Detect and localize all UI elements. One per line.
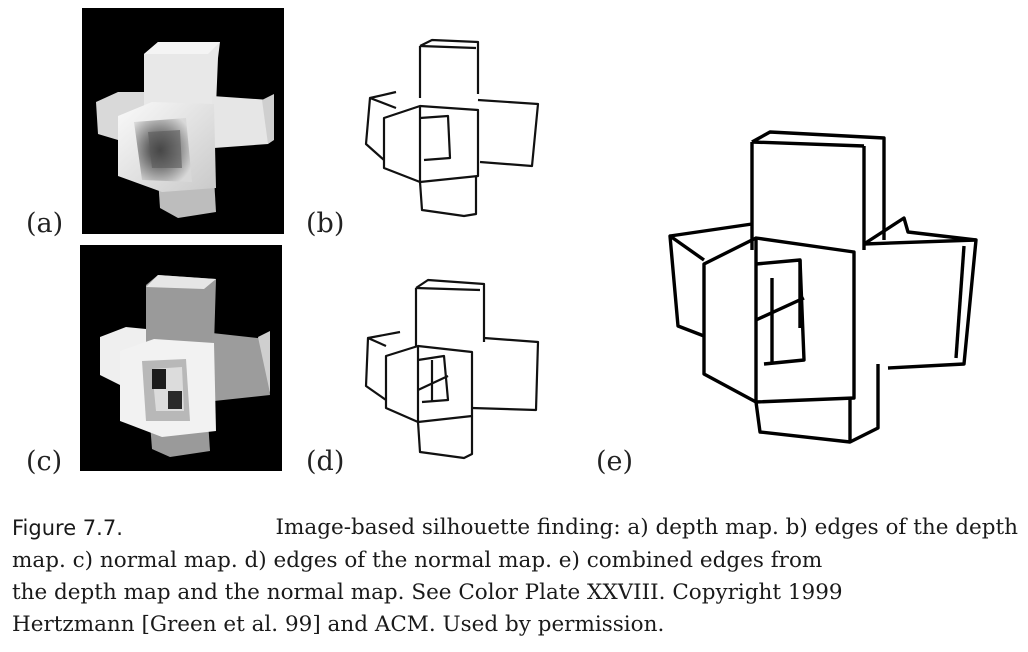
panel-label: (a): [26, 208, 64, 239]
caption-line-3: the depth map and the normal map. See Co…: [12, 580, 843, 605]
panel-a-depth-map: [82, 8, 284, 234]
caption-line-1: Figure 7.7. Image-based silhouette findi…: [12, 512, 1018, 545]
panel-b-depth-edges: [360, 36, 550, 222]
panel-e-combined-edges: [664, 128, 986, 450]
figure-number: Figure 7.7.: [12, 516, 123, 540]
figure-caption: Figure 7.7. Image-based silhouette findi…: [12, 512, 1018, 641]
panel-label: (b): [306, 208, 345, 239]
caption-line-2: map. c) normal map. d) edges of the norm…: [12, 548, 823, 573]
panel-d-normal-edges: [360, 276, 550, 462]
caption-line-4: Hertzmann [Green et al. 99] and ACM. Use…: [12, 612, 665, 637]
panel-label: (d): [306, 446, 345, 477]
panel-label: (c): [26, 446, 63, 477]
panel-c-normal-map: [80, 245, 282, 471]
caption-text-1: Image-based silhouette finding: a) depth…: [275, 515, 1018, 540]
panel-label: (e): [596, 446, 634, 477]
